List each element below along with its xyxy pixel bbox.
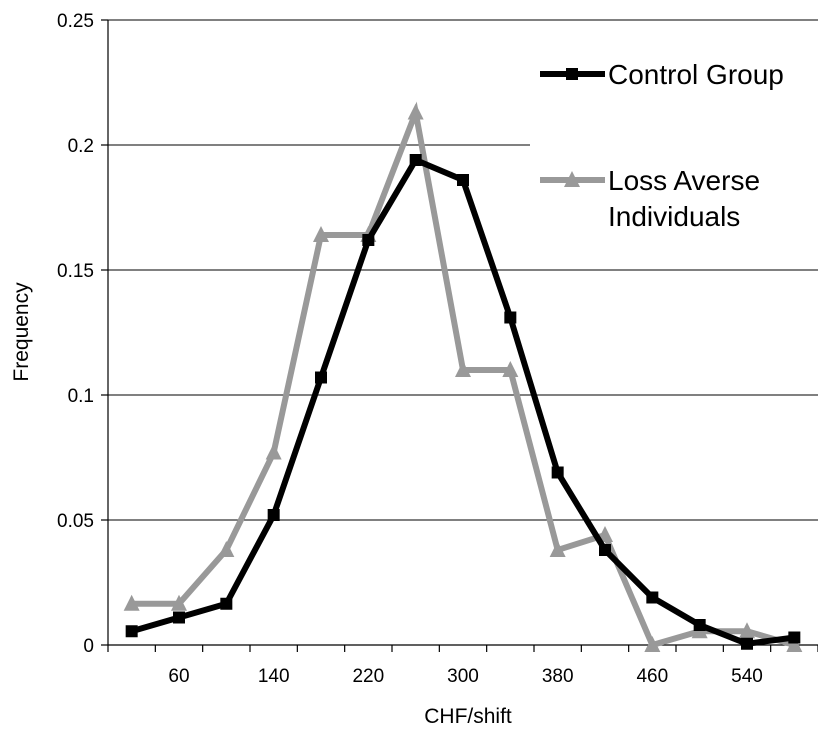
y-axis-label: Frequency bbox=[10, 282, 33, 382]
legend-label: Control Group bbox=[608, 59, 784, 90]
control-group-point bbox=[457, 174, 469, 186]
loss-averse-point bbox=[502, 361, 519, 377]
control-group-point bbox=[504, 311, 517, 324]
legend-marker bbox=[566, 68, 578, 80]
loss-averse-point bbox=[455, 361, 471, 377]
y-tick-label: 0.2 bbox=[68, 136, 94, 157]
control-group-series bbox=[125, 154, 801, 650]
x-tick-label: 540 bbox=[731, 666, 763, 687]
loss-averse-point bbox=[123, 594, 140, 611]
loss-averse-point bbox=[218, 541, 235, 557]
series-layer bbox=[123, 101, 803, 652]
control-group-point bbox=[362, 234, 375, 246]
y-tick-label: 0.1 bbox=[68, 386, 94, 407]
legend-marker bbox=[564, 171, 580, 187]
y-tick-label: 0 bbox=[83, 636, 94, 657]
loss-averse-point bbox=[786, 636, 803, 652]
x-tick-label: 460 bbox=[636, 666, 668, 687]
x-tick-label: 220 bbox=[352, 666, 384, 687]
control-group-point bbox=[551, 466, 564, 479]
loss-averse-point bbox=[313, 226, 329, 242]
axes bbox=[107, 20, 818, 646]
control-group-point bbox=[693, 619, 706, 631]
control-group-point bbox=[125, 625, 138, 638]
x-axis-ticks: 60 140 220 300 380 460 540 bbox=[107, 645, 818, 687]
control-group-point bbox=[741, 637, 753, 650]
control-group-point bbox=[646, 591, 659, 604]
loss-averse-point bbox=[739, 622, 755, 639]
control-group-point bbox=[173, 611, 185, 624]
control-group-point bbox=[409, 154, 422, 166]
y-tick-label: 0.05 bbox=[57, 511, 94, 532]
loss-averse-point bbox=[171, 594, 187, 611]
x-axis-label: CHF/shift bbox=[424, 705, 512, 728]
x-tick-label: 300 bbox=[447, 666, 479, 687]
loss-averse-point bbox=[265, 443, 282, 460]
legend-label: Individuals bbox=[608, 201, 740, 232]
loss-averse-point bbox=[644, 636, 661, 652]
legend-label: Loss Averse bbox=[608, 165, 760, 196]
x-tick-label: 60 bbox=[168, 666, 189, 687]
control-group-point bbox=[599, 544, 611, 556]
control-group-point bbox=[315, 371, 327, 384]
legend-item-loss-averse: Loss Averse Individuals bbox=[540, 165, 760, 232]
y-axis-ticks: 0 0.05 0.1 0.15 0.2 0.25 bbox=[57, 11, 108, 657]
y-tick-label: 0.25 bbox=[57, 11, 94, 32]
y-tick-label: 0.15 bbox=[57, 261, 94, 282]
control-group-point bbox=[220, 597, 233, 610]
loss-averse-series bbox=[123, 101, 803, 652]
control-group-point bbox=[267, 509, 280, 521]
x-tick-label: 380 bbox=[542, 666, 574, 687]
x-tick-label: 140 bbox=[258, 666, 290, 687]
legend: Control Group Loss Averse Individuals bbox=[530, 44, 818, 254]
loss-averse-point bbox=[407, 103, 424, 120]
legend-item-control-group: Control Group bbox=[540, 59, 784, 90]
control-group-point bbox=[788, 631, 801, 644]
loss-averse-point bbox=[549, 541, 566, 557]
